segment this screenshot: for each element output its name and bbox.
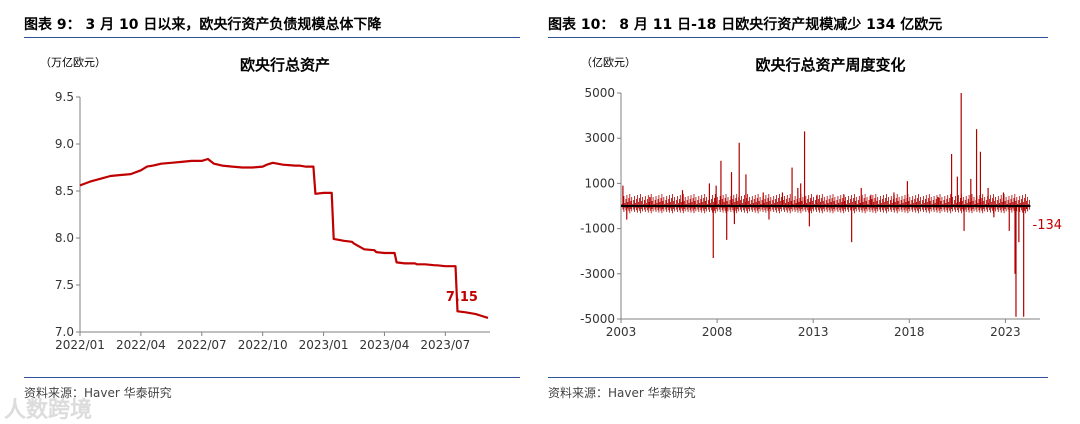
y-tick-label: 8.5 <box>55 184 74 198</box>
y-tick-label: -1000 <box>580 222 615 236</box>
x-tick-label: 2008 <box>702 325 733 339</box>
x-tick-label: 2022/04 <box>116 338 166 352</box>
y-tick-label: 5000 <box>584 86 615 100</box>
y-tick-label: 9.0 <box>55 137 74 151</box>
figure-9-panel: 图表 9： 3 月 10 日以来，欧央行资产负债规模总体下降 欧央行总资产 （万亿… <box>24 17 520 400</box>
y-tick-label: -3000 <box>580 267 615 281</box>
line-chart-total-assets: 欧央行总资产 （万亿欧元） 7.0 7.5 8.0 8.5 9.0 9.5 2022/01 202… <box>40 56 490 352</box>
x-tick-label: 2023/04 <box>360 338 410 352</box>
figure-10-panel: 图表 10： 8 月 11 日-18 日欧央行资产规模减少 134 亿欧元 欧央… <box>540 0 1080 424</box>
y-tick-label: 1000 <box>584 176 615 190</box>
source-note: 资料来源：Haver 华泰研究 <box>548 386 696 400</box>
x-tick-label: 2023/07 <box>420 338 470 352</box>
x-tick-label: 2023 <box>990 325 1021 339</box>
x-tick-label: 2022/10 <box>238 338 288 352</box>
unit-label: （万亿欧元） <box>40 56 106 69</box>
title-rule <box>24 37 520 38</box>
source-note: 资料来源：Haver 华泰研究 <box>24 386 172 400</box>
y-tick-label: 7.5 <box>55 278 74 292</box>
y-tick-label: 3000 <box>584 131 615 145</box>
chart-title: 欧央行总资产 <box>240 56 330 74</box>
y-tick-label: 7.0 <box>55 325 74 339</box>
x-tick-label: 2023/01 <box>299 338 349 352</box>
x-tick-label: 2022/07 <box>177 338 227 352</box>
y-tick-label: -5000 <box>580 312 615 326</box>
y-tick-label: 9.5 <box>55 90 74 104</box>
chart-title: 欧央行总资产周度变化 <box>755 56 905 74</box>
noise-band <box>621 194 1030 214</box>
data-label: 7.15 <box>446 290 478 305</box>
unit-label: （亿欧元） <box>581 56 636 69</box>
figure-title: 图表 10： 8 月 11 日-18 日欧央行资产规模减少 134 亿欧元 <box>548 17 943 33</box>
x-tick-label: 2013 <box>798 325 829 339</box>
bar-chart-weekly-change: 欧央行总资产周度变化 （亿欧元） -5000 -3000 -1000 1000 3000 50… <box>580 56 1063 339</box>
source-rule <box>548 377 1048 378</box>
y-tick-label: 8.0 <box>55 231 74 245</box>
watermark-text: 人数跨境 <box>4 398 93 423</box>
data-label: -134 <box>1033 218 1063 233</box>
series-line <box>79 157 489 319</box>
x-tick-label: 2018 <box>894 325 925 339</box>
source-rule <box>24 377 520 378</box>
figure-title: 图表 9： 3 月 10 日以来，欧央行资产负债规模总体下降 <box>24 17 382 33</box>
x-tick-label: 2003 <box>606 325 637 339</box>
title-rule <box>548 37 1048 38</box>
x-tick-label: 2022/01 <box>55 338 105 352</box>
